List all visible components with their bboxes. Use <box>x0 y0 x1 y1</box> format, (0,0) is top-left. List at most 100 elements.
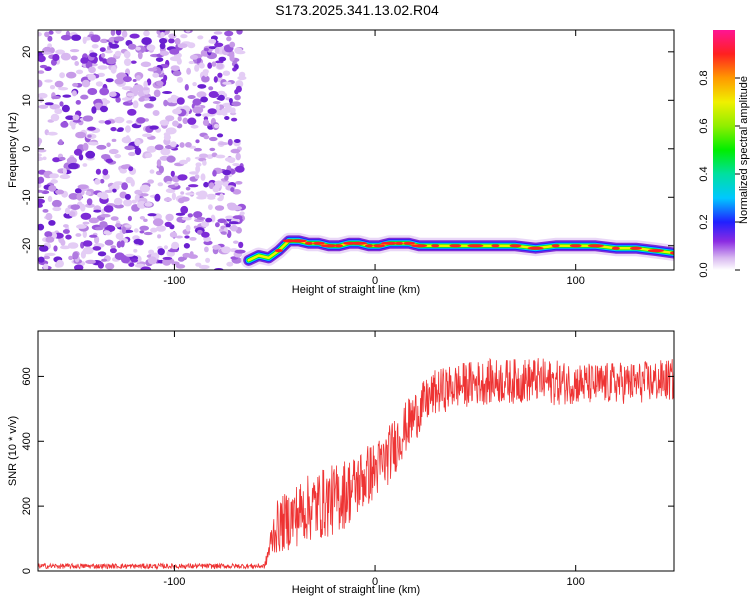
noise-blob <box>59 174 71 180</box>
noise-blob <box>82 36 87 44</box>
noise-blob <box>194 174 200 180</box>
colorbar: 0.0 0.2 0.4 0.6 0.8 Normalized spectral ampl… <box>698 30 750 278</box>
noise-blob <box>99 87 110 96</box>
noise-blob <box>149 169 155 174</box>
noise-blob <box>130 60 137 64</box>
noise-blob <box>169 48 180 55</box>
noise-blob <box>59 245 71 250</box>
noise-blob <box>203 135 210 140</box>
snr-plot-area <box>38 357 674 571</box>
noise-blob <box>101 154 111 160</box>
noise-blob <box>208 38 217 44</box>
noise-blob <box>115 30 122 36</box>
noise-blob <box>192 106 204 114</box>
noise-blob <box>212 101 221 104</box>
noise-blob <box>195 162 202 167</box>
noise-blob <box>171 94 177 99</box>
signal-peak <box>647 249 664 253</box>
noise-blob <box>56 259 64 268</box>
noise-blob <box>169 231 178 238</box>
noise-blob <box>82 163 88 167</box>
noise-blob <box>110 127 117 132</box>
noise-blob <box>160 31 165 38</box>
noise-blob <box>144 103 153 108</box>
noise-blob <box>68 255 73 261</box>
noise-blob <box>38 79 43 88</box>
noise-blob <box>170 65 180 71</box>
noise-blob <box>110 245 117 249</box>
noise-blob <box>143 80 148 89</box>
noise-blob <box>207 108 217 115</box>
noise-blob <box>121 136 132 144</box>
noise-blob <box>51 199 62 208</box>
noise-blob <box>207 62 213 69</box>
noise-blob <box>152 72 160 78</box>
noise-blob <box>125 253 134 257</box>
noise-blob <box>38 104 49 109</box>
noise-blob <box>50 113 60 122</box>
noise-blob <box>117 127 124 131</box>
noise-blob <box>148 249 155 255</box>
noise-blob <box>59 156 66 161</box>
noise-blob <box>121 30 128 38</box>
noise-blob <box>206 193 216 199</box>
noise-blob <box>72 82 79 87</box>
noise-blob <box>74 188 82 194</box>
noise-blob <box>80 203 86 212</box>
noise-blob <box>195 139 200 144</box>
noise-blob <box>184 235 190 239</box>
noise-blob <box>104 189 113 193</box>
signal-peak <box>320 244 337 248</box>
noise-blob <box>125 125 131 133</box>
noise-blob <box>199 153 209 159</box>
y-tick-label: -20 <box>21 238 33 254</box>
signal-peak <box>509 244 522 248</box>
x-tick-label: -100 <box>163 576 185 588</box>
noise-blob <box>224 30 234 37</box>
colorbar-tick-label: 0.8 <box>698 70 710 85</box>
noise-blob <box>179 142 185 148</box>
snr-frame <box>37 330 675 572</box>
noise-blob <box>110 65 117 74</box>
noise-blob <box>222 81 232 85</box>
x-tick-label: 100 <box>567 576 585 588</box>
noise-blob <box>51 95 61 100</box>
noise-blob <box>195 113 202 117</box>
noise-blob <box>164 30 170 35</box>
noise-blob <box>122 76 132 83</box>
noise-blob <box>80 57 89 64</box>
noise-blob <box>227 158 236 164</box>
noise-blob <box>127 43 137 50</box>
snr-series-line <box>38 357 674 571</box>
noise-blob <box>143 231 153 236</box>
noise-blob <box>44 102 54 106</box>
noise-blob <box>45 252 56 256</box>
noise-blob <box>149 125 159 130</box>
signal-peak <box>403 241 416 245</box>
noise-blob <box>60 52 71 61</box>
noise-blob <box>106 57 117 65</box>
noise-blob <box>144 152 153 158</box>
noise-blob <box>72 114 80 121</box>
noise-blob <box>102 58 108 64</box>
noise-blob <box>80 94 89 100</box>
noise-blob <box>47 131 58 136</box>
noise-blob <box>81 79 91 88</box>
noise-speckle <box>38 30 247 270</box>
noise-blob <box>38 70 45 74</box>
noise-blob <box>175 264 186 269</box>
noise-blob <box>214 205 225 211</box>
noise-blob <box>187 95 196 99</box>
noise-blob <box>127 215 132 222</box>
noise-blob <box>48 185 57 192</box>
noise-blob <box>58 139 63 146</box>
noise-blob <box>82 142 89 151</box>
noise-blob <box>87 126 96 131</box>
colorbar-tick-label: 0.4 <box>698 166 710 181</box>
noise-blob <box>65 115 75 120</box>
noise-blob <box>188 184 199 188</box>
noise-blob <box>129 33 140 39</box>
noise-blob <box>230 224 238 232</box>
